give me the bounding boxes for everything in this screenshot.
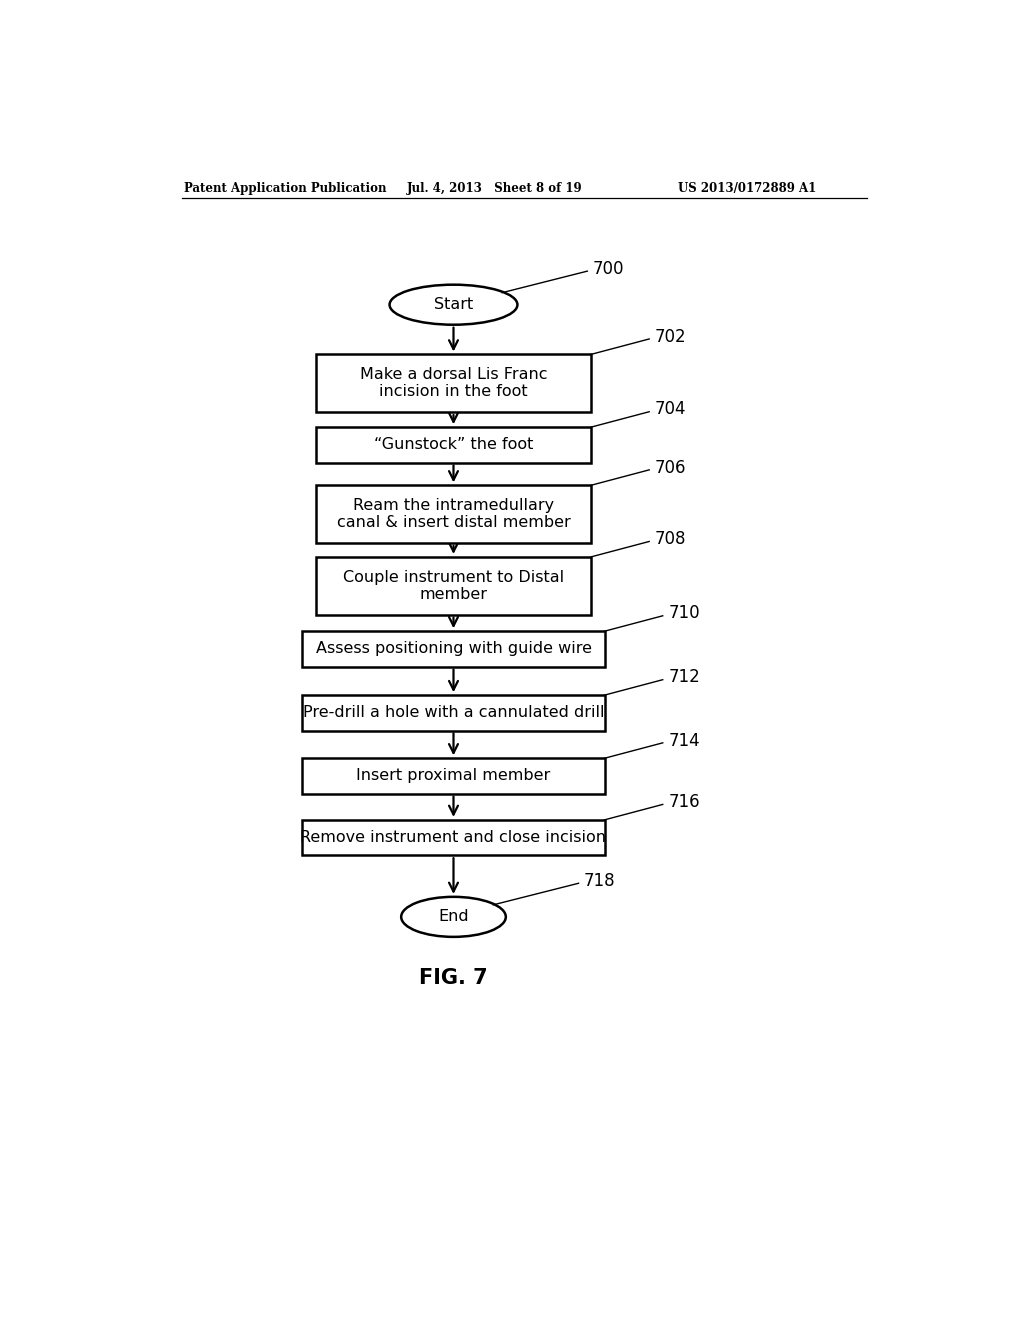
FancyBboxPatch shape [302,696,604,730]
Text: 716: 716 [669,793,699,810]
Ellipse shape [401,896,506,937]
FancyBboxPatch shape [302,820,604,855]
FancyBboxPatch shape [316,557,591,615]
Text: Remove instrument and close incision: Remove instrument and close incision [300,830,606,845]
Text: 702: 702 [654,327,686,346]
Text: 710: 710 [669,605,699,623]
FancyBboxPatch shape [316,486,591,543]
Text: 708: 708 [654,531,686,548]
FancyBboxPatch shape [316,354,591,412]
Text: Couple instrument to Distal
member: Couple instrument to Distal member [343,569,564,602]
FancyBboxPatch shape [302,631,604,667]
Text: Start: Start [434,297,473,313]
Text: 718: 718 [584,873,615,890]
Text: 700: 700 [593,260,625,277]
Text: Ream the intramedullary
canal & insert distal member: Ream the intramedullary canal & insert d… [337,498,570,531]
Text: Assess positioning with guide wire: Assess positioning with guide wire [315,642,592,656]
Text: Pre-drill a hole with a cannulated drill: Pre-drill a hole with a cannulated drill [303,705,604,721]
Text: FIG. 7: FIG. 7 [419,969,487,989]
Text: 706: 706 [654,458,686,477]
Text: Make a dorsal Lis Franc
incision in the foot: Make a dorsal Lis Franc incision in the … [359,367,547,400]
Text: Jul. 4, 2013   Sheet 8 of 19: Jul. 4, 2013 Sheet 8 of 19 [407,182,583,194]
Text: “Gunstock” the foot: “Gunstock” the foot [374,437,534,453]
Text: 712: 712 [669,668,700,686]
FancyBboxPatch shape [316,428,591,462]
FancyBboxPatch shape [302,758,604,793]
Text: US 2013/0172889 A1: US 2013/0172889 A1 [678,182,816,194]
Ellipse shape [389,285,517,325]
Text: 704: 704 [654,400,686,418]
Text: 714: 714 [669,731,699,750]
Text: Insert proximal member: Insert proximal member [356,768,551,784]
Text: End: End [438,909,469,924]
Text: Patent Application Publication: Patent Application Publication [183,182,386,194]
